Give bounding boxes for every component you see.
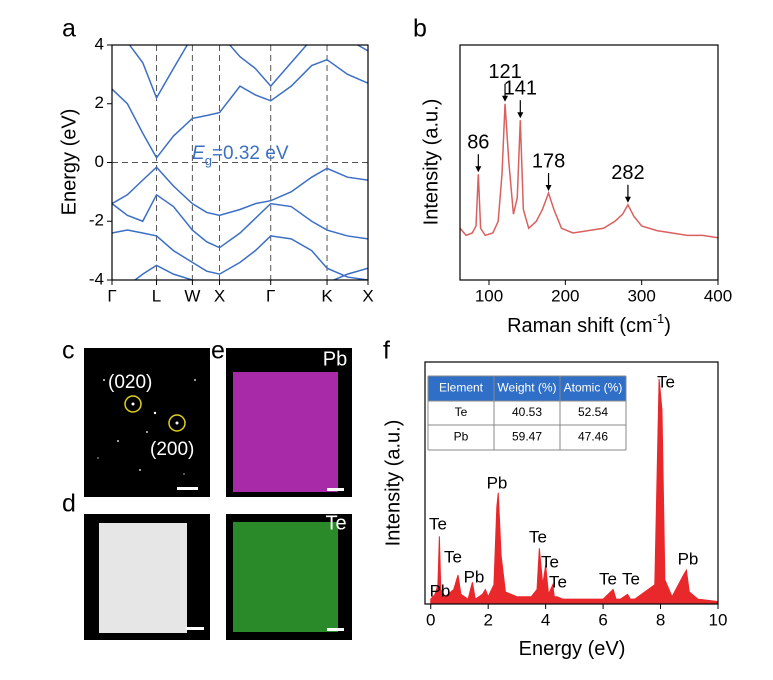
x-tick-label: 300 bbox=[627, 286, 655, 305]
spectrum-area bbox=[430, 378, 719, 605]
y-tick-label: 0 bbox=[95, 152, 104, 171]
y-tick-label: -2 bbox=[89, 211, 104, 230]
x-tick-label: 200 bbox=[551, 286, 579, 305]
band-line bbox=[112, 166, 368, 217]
x-tick-label: 2 bbox=[483, 610, 492, 629]
peak-label: Te bbox=[599, 569, 617, 588]
annotation-part: =0.32 eV bbox=[212, 143, 289, 164]
band-line bbox=[128, 45, 368, 100]
peak-label: Te bbox=[622, 569, 640, 588]
image-label: (020) bbox=[108, 372, 152, 393]
table-header: Element bbox=[439, 381, 484, 395]
annotation-part: E bbox=[192, 143, 205, 164]
image-label: Pb bbox=[323, 348, 347, 370]
x-axis-label-part: ) bbox=[664, 315, 671, 337]
x-axis-label-part: -1 bbox=[653, 311, 665, 326]
arrow-head bbox=[545, 185, 552, 192]
x-tick-label: 0 bbox=[426, 610, 435, 629]
annotation: Eg=0.32 eV bbox=[192, 143, 289, 168]
peak-label: Te bbox=[541, 552, 559, 571]
x-tick-label: 100 bbox=[475, 286, 503, 305]
panel-label: a bbox=[62, 15, 76, 43]
panel-label: c bbox=[62, 337, 75, 365]
spectrum-line bbox=[459, 103, 719, 239]
arrow-head bbox=[624, 196, 631, 203]
x-tick-label: X bbox=[362, 286, 373, 305]
y-tick-label: -4 bbox=[89, 269, 104, 288]
table-cell: 47.46 bbox=[578, 430, 608, 444]
y-axis-label: Intensity (a.u.) bbox=[420, 99, 442, 226]
tem-image bbox=[84, 514, 210, 640]
peak-label: 141 bbox=[504, 77, 537, 99]
band-line bbox=[112, 229, 368, 280]
x-tick-label: L bbox=[152, 286, 161, 305]
panel-label: e bbox=[211, 337, 225, 365]
table-cell: 52.54 bbox=[578, 405, 608, 419]
x-tick-label: 8 bbox=[656, 610, 665, 629]
x-tick-label: Γ bbox=[107, 286, 116, 305]
table-cell: Te bbox=[455, 405, 468, 419]
image-label: (200) bbox=[150, 439, 194, 460]
x-tick-label: Γ bbox=[266, 286, 275, 305]
eds-map: Pb Te bbox=[226, 348, 352, 640]
table-header: Weight (%) bbox=[497, 381, 556, 395]
x-tick-label: W bbox=[184, 286, 200, 305]
plot-data bbox=[430, 378, 719, 605]
x-tick-label: 6 bbox=[598, 610, 607, 629]
peak-label: Te bbox=[549, 572, 567, 591]
plot-data bbox=[112, 45, 368, 280]
x-axis-label-part: Energy (eV) bbox=[519, 638, 626, 660]
panel-label: b bbox=[413, 15, 427, 43]
y-axis-label: Energy (eV) bbox=[58, 109, 80, 216]
image-label: Te bbox=[325, 512, 346, 534]
x-axis-label-part: Raman shift (cm bbox=[507, 315, 653, 337]
panel-label: d bbox=[62, 490, 76, 518]
table-header: Atomic (%) bbox=[564, 381, 623, 395]
peak-label: Te bbox=[444, 547, 462, 566]
axes-frame bbox=[459, 44, 719, 281]
table-cell: 40.53 bbox=[512, 405, 542, 419]
x-tick-label: 400 bbox=[704, 286, 732, 305]
chart: 100 200 300 400 Intensity (a.u.) Raman shift … bbox=[420, 44, 732, 337]
band-line bbox=[112, 58, 368, 160]
band-line bbox=[133, 264, 368, 280]
y-tick-label: 4 bbox=[95, 34, 104, 53]
peak-label: 178 bbox=[532, 150, 565, 172]
peak-label: Pb bbox=[487, 473, 508, 492]
arrow-head bbox=[502, 95, 509, 102]
annotation-part: g bbox=[205, 153, 212, 168]
x-axis-label: Energy (eV) bbox=[519, 638, 626, 660]
peak-label: Te bbox=[429, 514, 447, 533]
table-header-bg bbox=[428, 376, 626, 401]
table-cell: 59.47 bbox=[512, 430, 542, 444]
arrow-head bbox=[517, 112, 524, 119]
band-line bbox=[112, 193, 368, 249]
x-tick-label: X bbox=[214, 286, 225, 305]
table-cell: Pb bbox=[454, 430, 469, 444]
peak-label: Pb bbox=[430, 581, 451, 600]
x-tick-label: 10 bbox=[709, 610, 728, 629]
peak-label: 121 bbox=[488, 61, 521, 83]
arrow-head bbox=[475, 166, 482, 173]
y-tick-label: 2 bbox=[95, 93, 104, 112]
panel-label: f bbox=[383, 337, 390, 365]
x-axis-label: Raman shift (cm-1) bbox=[507, 311, 671, 337]
peak-label: Te bbox=[529, 527, 547, 546]
diffraction-image: (020) (200) bbox=[84, 348, 210, 497]
peak-label: 86 bbox=[467, 132, 489, 154]
peak-label: 282 bbox=[611, 162, 644, 184]
x-tick-label: 4 bbox=[541, 610, 550, 629]
plot-data bbox=[459, 103, 719, 239]
peak-label: Pb bbox=[678, 549, 699, 568]
y-axis-label: Intensity (a.u.) bbox=[382, 420, 404, 547]
x-tick-label: K bbox=[321, 286, 333, 305]
composition-table: Element Weight (%) Atomic (%) Te 40.53 52.54 P… bbox=[427, 375, 627, 451]
peak-label: Te bbox=[657, 372, 675, 391]
peak-label: Pb bbox=[464, 567, 485, 586]
axes-frame bbox=[424, 361, 719, 605]
